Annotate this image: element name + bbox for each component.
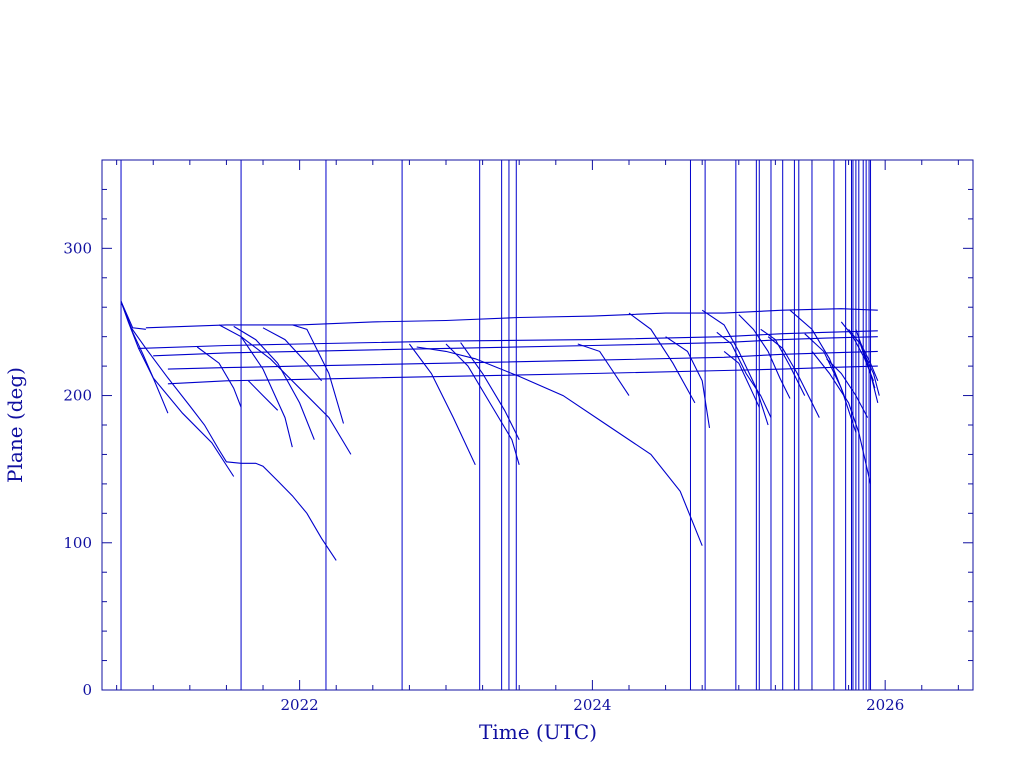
series-line bbox=[292, 324, 345, 424]
series-line bbox=[167, 365, 878, 385]
axis-ticks bbox=[102, 159, 973, 691]
series-line bbox=[218, 324, 293, 448]
series-line bbox=[862, 351, 880, 396]
x-tick-label: 2026 bbox=[866, 696, 904, 714]
series-lines bbox=[120, 301, 880, 561]
series-line bbox=[240, 336, 352, 455]
x-axis-label: Time (UTC) bbox=[479, 720, 597, 744]
series-line bbox=[811, 351, 872, 485]
series-line bbox=[120, 301, 337, 561]
x-tick-label: 2024 bbox=[573, 696, 611, 714]
series-line bbox=[120, 301, 146, 330]
y-axis-label: Plane (deg) bbox=[3, 367, 27, 483]
series-line bbox=[767, 336, 820, 418]
series-line bbox=[716, 331, 772, 418]
series-line bbox=[628, 312, 696, 404]
series-line bbox=[138, 330, 878, 349]
y-tick-label: 0 bbox=[82, 681, 92, 699]
series-line bbox=[723, 350, 760, 408]
series-line bbox=[196, 346, 242, 408]
series-line bbox=[233, 325, 315, 440]
launch-event-lines bbox=[120, 160, 872, 690]
series-line bbox=[262, 327, 323, 382]
series-line bbox=[577, 343, 630, 396]
series-line bbox=[153, 336, 878, 357]
series-line bbox=[789, 309, 845, 396]
plot-frame bbox=[101, 159, 974, 691]
series-line bbox=[826, 358, 869, 418]
series-line bbox=[445, 343, 520, 465]
series-line bbox=[416, 346, 703, 546]
y-tick-label: 100 bbox=[63, 534, 92, 552]
series-line bbox=[167, 350, 878, 370]
series-line bbox=[248, 380, 279, 411]
y-tick-label: 300 bbox=[63, 239, 92, 257]
series-line bbox=[804, 333, 857, 433]
series-line bbox=[738, 314, 791, 399]
tick-labels: 2022 2024 2026 0 100 200 300 bbox=[63, 239, 904, 714]
series-line bbox=[701, 309, 769, 426]
series-line bbox=[665, 336, 711, 428]
y-tick-label: 200 bbox=[63, 387, 92, 405]
x-tick-label: 2022 bbox=[281, 696, 319, 714]
series-line bbox=[760, 328, 806, 396]
series-line bbox=[858, 339, 879, 382]
series-line bbox=[145, 308, 878, 329]
series-line bbox=[848, 328, 879, 404]
series-line bbox=[408, 343, 476, 466]
series-line bbox=[120, 301, 235, 477]
